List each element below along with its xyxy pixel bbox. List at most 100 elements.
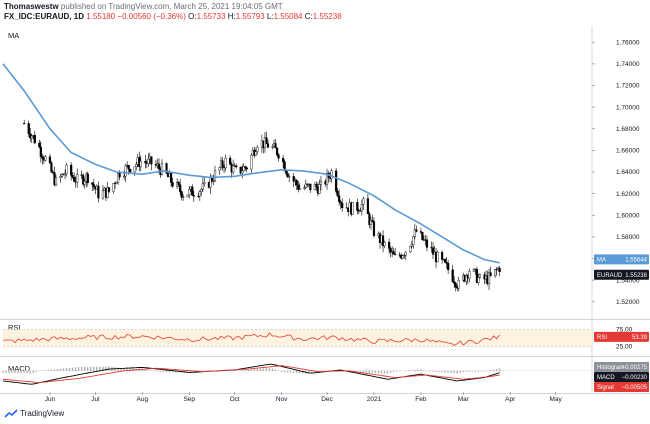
candle-body: [83, 181, 86, 185]
macd-histogram-bar: [311, 370, 313, 374]
candle: [224, 154, 227, 172]
macd-histogram-bar: [99, 366, 101, 372]
y-tick-label: 1.72000: [616, 83, 640, 90]
candle: [338, 189, 341, 206]
candle: [239, 166, 242, 176]
candle: [303, 185, 306, 191]
candle-body: [362, 198, 365, 205]
candle-body: [295, 180, 298, 186]
macd-histogram-bar: [435, 370, 437, 372]
candle: [82, 173, 85, 187]
macd-histogram-bar: [465, 370, 467, 372]
macd-histogram-bar: [90, 366, 92, 372]
macd-histogram-bar: [26, 370, 28, 374]
low-label: L:: [266, 12, 274, 21]
macd-histogram-bar: [295, 370, 298, 373]
tradingview-logo[interactable]: TradingView: [4, 409, 64, 419]
candle-body: [33, 134, 36, 144]
macd-histogram-bar: [365, 370, 367, 373]
symbol-name[interactable]: FX_IDC:EURAUD, 1D: [4, 12, 85, 21]
candle: [425, 235, 429, 252]
candle: [188, 186, 191, 199]
candle-body: [254, 151, 257, 156]
macd-value-tag-value: −0.00230: [622, 375, 648, 381]
macd-histogram-bar: [74, 367, 77, 372]
macd-histogram-bar: [71, 367, 74, 372]
candle: [410, 240, 413, 249]
candle-body: [447, 263, 450, 270]
candle: [457, 276, 460, 292]
macd-histogram-bar: [498, 368, 501, 372]
candle: [50, 160, 53, 174]
candle: [97, 181, 100, 203]
candle-body: [218, 167, 221, 171]
macd-histogram-bar: [123, 368, 125, 372]
candle-body: [107, 187, 111, 192]
candle-body: [487, 272, 491, 285]
candle: [304, 179, 307, 190]
candle-body: [303, 187, 306, 189]
last-price: 1.55180: [86, 12, 116, 21]
macd-histogram-bar: [44, 370, 46, 372]
rsi-tick-label: 25.00: [616, 344, 633, 351]
macd-histogram-bar: [86, 366, 89, 372]
candle-body: [239, 166, 242, 174]
candle-body: [188, 189, 191, 196]
macd-histogram-bar: [144, 369, 146, 372]
candle-body: [39, 146, 42, 157]
macd-value-tag-label: MACD: [597, 375, 615, 381]
candle-body: [147, 158, 150, 164]
candle-body: [335, 170, 338, 192]
macd-histogram-bar: [277, 370, 280, 372]
candle-body: [298, 188, 301, 190]
candle: [286, 171, 289, 178]
macd-histogram-bar: [102, 366, 104, 372]
candle: [282, 154, 285, 168]
candle-body: [73, 176, 76, 182]
candle-body: [165, 163, 168, 174]
author-name[interactable]: Thomaswestw: [4, 2, 59, 11]
candle-body: [339, 201, 342, 204]
candle-body: [59, 176, 62, 179]
candle-body: [213, 170, 217, 181]
published-text: published on TradingView.com, March 25, …: [60, 2, 283, 11]
macd-histogram-bar: [314, 370, 316, 373]
candle: [200, 187, 203, 196]
x-tick-label: Apr: [505, 396, 516, 403]
signal-value-tag-bg: [594, 382, 649, 392]
macd-histogram-bar: [41, 370, 43, 372]
rsi-value-tag-bg: [594, 331, 649, 342]
macd-histogram-bar: [395, 370, 398, 372]
macd-histogram-bar: [377, 370, 380, 374]
candle: [54, 174, 58, 187]
macd-histogram-bar: [186, 370, 189, 373]
candle: [92, 178, 95, 191]
candle-body: [436, 252, 439, 263]
macd-histogram-bar: [398, 370, 401, 372]
candle-body: [493, 269, 497, 276]
candle-body: [425, 239, 429, 248]
candle-body: [372, 221, 376, 236]
macd-histogram-bar: [65, 368, 68, 372]
candle: [33, 130, 36, 145]
candle: [403, 253, 406, 259]
candle-body: [368, 213, 371, 225]
candle: [413, 223, 416, 240]
candle-body: [133, 166, 136, 173]
macd-histogram-bar: [356, 370, 358, 373]
candle: [275, 147, 279, 157]
macd-histogram-bar: [380, 370, 383, 374]
candle: [41, 153, 44, 165]
macd-histogram-bar: [474, 370, 477, 372]
candle-body: [360, 204, 363, 212]
ma-value-tag-bg: [594, 254, 649, 265]
macd-histogram-bar: [480, 370, 483, 372]
candle-body: [383, 241, 386, 247]
candle-body: [127, 165, 130, 170]
macd-histogram-bar: [20, 370, 22, 374]
macd-histogram-bar: [56, 368, 59, 372]
candle: [409, 245, 412, 253]
candle: [165, 162, 168, 175]
candle: [493, 269, 497, 278]
